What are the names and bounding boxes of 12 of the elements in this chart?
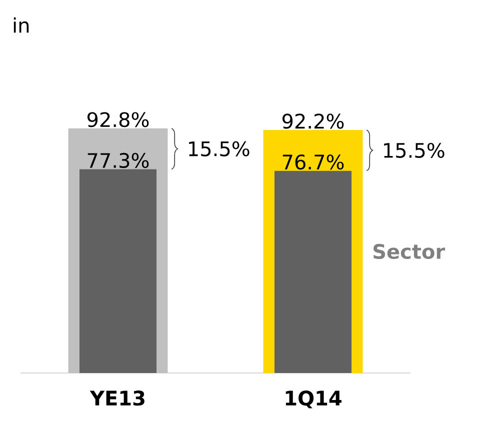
data-label: 77.3% [88,152,149,168]
annotation: 15.5% [189,141,250,156]
bar [79,169,157,373]
data-label: 76.7% [282,154,344,170]
x-tick-label: YE13 [90,390,144,406]
annotation: 15.5% [384,142,444,158]
x-tick-label: 1Q14 [286,390,342,408]
data-label: 92.8% [87,112,149,128]
bar [274,170,352,373]
series-label: Sector [374,244,446,260]
data-label: 92.2% [282,114,344,129]
chart-title: in [14,17,29,33]
